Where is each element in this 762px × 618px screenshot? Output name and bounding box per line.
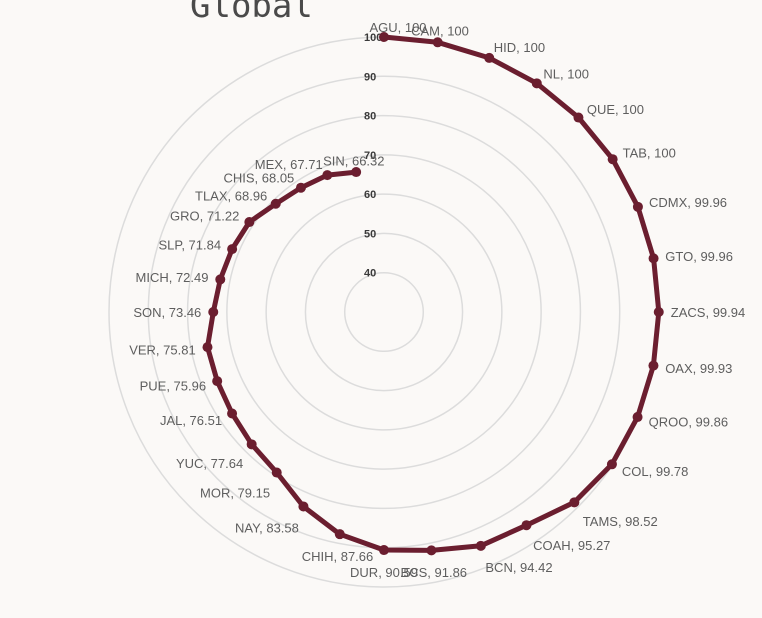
grid-ring	[343, 271, 425, 353]
category-label-dur: DUR, 90.59	[350, 565, 418, 580]
r-tick-label: 100	[364, 32, 382, 44]
data-point-chih	[334, 529, 345, 540]
data-point-pue	[212, 376, 223, 387]
category-label-gto: GTO, 99.96	[665, 249, 733, 264]
data-point-qroo	[632, 412, 643, 423]
data-point-yuc	[246, 439, 257, 450]
data-point-mich	[215, 274, 226, 285]
category-label-chih: CHIH, 87.66	[302, 549, 374, 564]
r-tick-label: 60	[364, 189, 376, 201]
data-point-sin	[351, 167, 362, 178]
category-label-mich: MICH, 72.49	[136, 270, 209, 285]
category-label-cdmx: CDMX, 99.96	[649, 195, 727, 210]
category-label-oax: OAX, 99.93	[665, 361, 732, 376]
category-label-tlax: TLAX, 68.96	[195, 188, 267, 203]
grid-ring	[265, 193, 503, 431]
data-point-tlax	[270, 198, 281, 209]
category-label-pue: PUE, 75.96	[140, 379, 207, 394]
category-label-agu: AGU, 100	[369, 20, 426, 35]
category-label-ver: VER, 75.81	[129, 343, 196, 358]
category-label-que: QUE, 100	[587, 102, 644, 117]
data-point-hid	[484, 52, 495, 63]
data-point-oax	[648, 360, 659, 371]
grid-ring	[226, 154, 542, 470]
data-point-gro	[244, 217, 255, 228]
category-label-chis: CHIS, 68.05	[223, 171, 294, 186]
data-point-cam	[432, 37, 443, 48]
category-label-bcn: BCN, 94.42	[485, 560, 552, 575]
category-label-mex: MEX, 67.71	[255, 157, 323, 172]
data-point-coah	[521, 520, 532, 531]
category-label-coah: COAH, 95.27	[533, 538, 610, 553]
data-point-zacs	[653, 307, 664, 317]
category-label-tams: TAMS, 98.52	[583, 514, 658, 529]
category-label-sin: SIN, 66.32	[323, 153, 384, 168]
category-label-mor: MOR, 79.15	[200, 486, 270, 501]
data-point-tab	[607, 154, 618, 165]
data-point-gto	[648, 253, 659, 264]
r-tick-label: 50	[364, 228, 376, 240]
data-point-agu	[379, 32, 389, 42]
data-point-bcn	[475, 540, 486, 551]
data-point-jal	[227, 408, 238, 419]
data-point-slp	[227, 244, 238, 255]
category-label-son: SON, 73.46	[133, 305, 201, 320]
data-point-que	[573, 112, 584, 123]
data-point-mex	[322, 170, 333, 181]
r-tick-label: 90	[364, 71, 376, 83]
category-label-zacs: ZACS, 99.94	[671, 305, 745, 320]
data-point-mor	[271, 467, 282, 478]
category-label-hid: HID, 100	[494, 40, 545, 55]
data-point-ver	[202, 342, 213, 353]
category-label-col: COL, 99.78	[622, 464, 689, 479]
category-label-jal: JAL, 76.51	[160, 413, 222, 428]
data-point-cdmx	[632, 201, 643, 212]
category-label-slp: SLP, 71.84	[158, 238, 221, 253]
series-points	[202, 32, 664, 556]
category-label-qroo: QROO, 99.86	[649, 415, 728, 430]
category-label-tab: TAB, 100	[623, 146, 676, 161]
grid-ring	[304, 232, 464, 392]
chart-title: Global	[190, 0, 313, 26]
data-point-tams	[569, 497, 580, 508]
grid-ring	[186, 114, 582, 510]
r-tick-label: 70	[364, 150, 376, 162]
category-label-bcs: BCS, 91.86	[401, 565, 468, 580]
data-point-son	[208, 307, 219, 317]
category-label-gro: GRO, 71.22	[170, 208, 239, 223]
data-point-col	[606, 459, 617, 470]
category-label-nl: NL, 100	[543, 66, 589, 81]
series-line	[205, 34, 662, 553]
data-point-bcs	[426, 545, 437, 556]
r-tick-label: 40	[364, 268, 376, 280]
data-point-chis	[295, 182, 306, 193]
r-tick-label: 80	[364, 111, 376, 123]
data-point-dur	[379, 545, 389, 556]
data-point-nay	[298, 501, 309, 512]
category-label-yuc: YUC, 77.64	[176, 456, 243, 471]
category-label-cam: CAM, 100	[411, 24, 469, 39]
radial-tick-labels: 40 50 60 70 80 90 100	[364, 32, 382, 280]
category-label-nay: NAY, 83.58	[235, 521, 299, 536]
grid-ring	[147, 75, 621, 549]
data-point-nl	[531, 78, 542, 89]
